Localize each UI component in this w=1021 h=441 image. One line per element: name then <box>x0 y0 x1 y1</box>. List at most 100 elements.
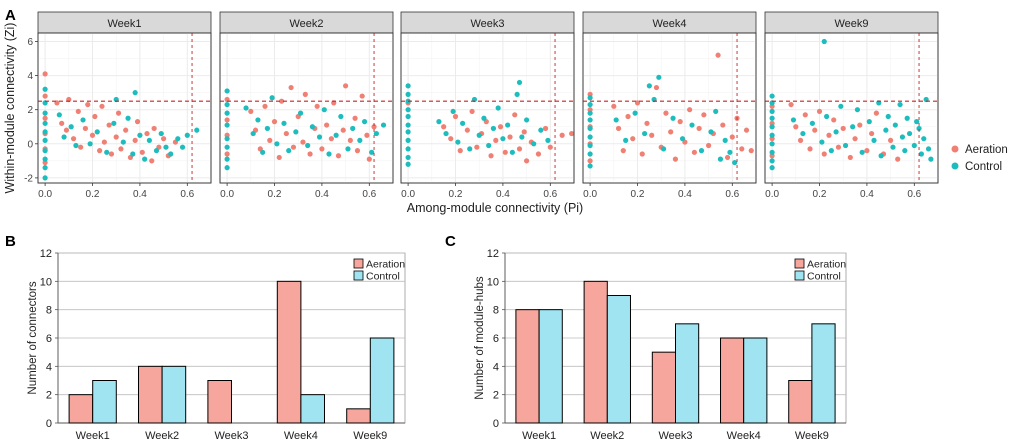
data-point-aeration <box>696 125 702 132</box>
data-point-control <box>153 148 160 154</box>
data-point-control <box>357 137 363 143</box>
data-point-control <box>184 132 190 138</box>
x-tick-label: 0.0 <box>765 189 779 200</box>
data-point-control <box>326 151 332 157</box>
data-point-aeration <box>123 127 129 133</box>
data-point-control <box>373 130 380 137</box>
data-point-aeration <box>630 136 636 142</box>
data-point-control <box>224 144 230 150</box>
x-tick-label: 0.4 <box>678 189 692 200</box>
y-tick-label: 10 <box>40 276 52 288</box>
legend-control-label: Control <box>807 271 841 283</box>
data-point-aeration <box>75 108 81 115</box>
data-point-control <box>369 149 375 155</box>
data-point-aeration <box>89 132 96 138</box>
data-point-control <box>897 101 903 108</box>
data-point-control <box>899 134 906 140</box>
data-point-aeration <box>224 151 230 157</box>
data-point-control <box>587 101 593 108</box>
facet-panel <box>219 32 394 184</box>
data-point-aeration <box>569 130 575 137</box>
data-point-control <box>42 86 48 92</box>
data-point-aeration <box>802 112 808 118</box>
facet-panel <box>582 32 757 184</box>
data-point-control <box>727 149 733 155</box>
data-point-control <box>717 156 724 162</box>
legend-aeration-label: Aeration <box>965 144 1008 156</box>
panel-label-b: B <box>5 233 16 250</box>
x-tick-label: 0.6 <box>725 189 739 200</box>
data-point-control <box>850 124 856 130</box>
bar-aeration <box>346 408 371 424</box>
facet-label: Week4 <box>652 18 686 30</box>
x-tick-label: 0.0 <box>38 189 52 200</box>
data-point-control <box>906 130 913 137</box>
data-point-aeration <box>888 137 894 143</box>
data-point-control <box>293 129 299 135</box>
data-point-aeration <box>290 144 297 150</box>
data-point-control <box>132 90 138 96</box>
facet-label: Week2 <box>289 18 323 30</box>
data-point-aeration <box>347 137 353 143</box>
data-point-control <box>224 88 230 94</box>
bar-control <box>743 337 768 424</box>
data-point-control <box>467 146 473 152</box>
data-point-control <box>918 151 925 157</box>
data-point-aeration <box>371 124 377 130</box>
x-tick-label: 0.0 <box>220 189 234 200</box>
data-point-control <box>587 110 593 116</box>
data-point-aeration <box>464 127 470 133</box>
data-point-aeration <box>42 93 48 99</box>
data-point-aeration <box>691 149 697 155</box>
data-point-aeration <box>542 125 549 132</box>
data-point-aeration <box>97 148 103 154</box>
data-point-control <box>587 95 593 101</box>
data-point-aeration <box>144 130 150 137</box>
data-point-aeration <box>134 119 141 125</box>
data-point-control <box>137 132 143 138</box>
data-point-aeration <box>516 146 523 152</box>
data-point-control <box>361 119 368 125</box>
data-point-aeration <box>328 136 334 142</box>
data-point-control <box>309 124 316 130</box>
data-point-control <box>516 79 523 86</box>
data-point-control <box>87 141 93 147</box>
data-point-control <box>111 120 117 126</box>
facet-label: Week1 <box>107 18 141 30</box>
y-tick-label: 6 <box>493 333 499 345</box>
legend-aeration-label: Aeration <box>807 259 846 271</box>
data-point-aeration <box>524 158 530 164</box>
data-point-control <box>194 127 200 133</box>
data-point-aeration <box>248 108 254 115</box>
data-point-control <box>476 132 482 138</box>
data-point-control <box>42 156 48 162</box>
data-point-control <box>338 113 344 120</box>
y-tick-label: 6 <box>46 333 52 345</box>
data-point-aeration <box>653 84 660 91</box>
data-point-control <box>769 141 775 147</box>
panel-label-c: C <box>445 233 456 250</box>
data-point-control <box>405 129 411 135</box>
data-point-aeration <box>82 125 88 132</box>
data-point-aeration <box>788 101 794 108</box>
data-point-control <box>224 165 230 171</box>
data-point-control <box>538 127 544 133</box>
data-point-aeration <box>701 112 707 118</box>
data-point-aeration <box>852 136 858 142</box>
data-point-control <box>274 141 280 147</box>
data-point-aeration <box>161 136 167 142</box>
legend-aeration-marker <box>951 145 959 153</box>
data-point-control <box>722 137 728 143</box>
data-point-aeration <box>283 130 289 137</box>
data-point-aeration <box>366 156 372 162</box>
data-point-control <box>316 134 323 140</box>
data-point-aeration <box>59 120 65 126</box>
data-point-control <box>42 120 48 126</box>
data-point-aeration <box>78 144 84 150</box>
data-point-aeration <box>502 149 508 155</box>
data-point-control <box>660 146 667 152</box>
facet-panel <box>400 32 575 184</box>
data-point-aeration <box>63 127 70 133</box>
data-point-control <box>587 125 593 132</box>
